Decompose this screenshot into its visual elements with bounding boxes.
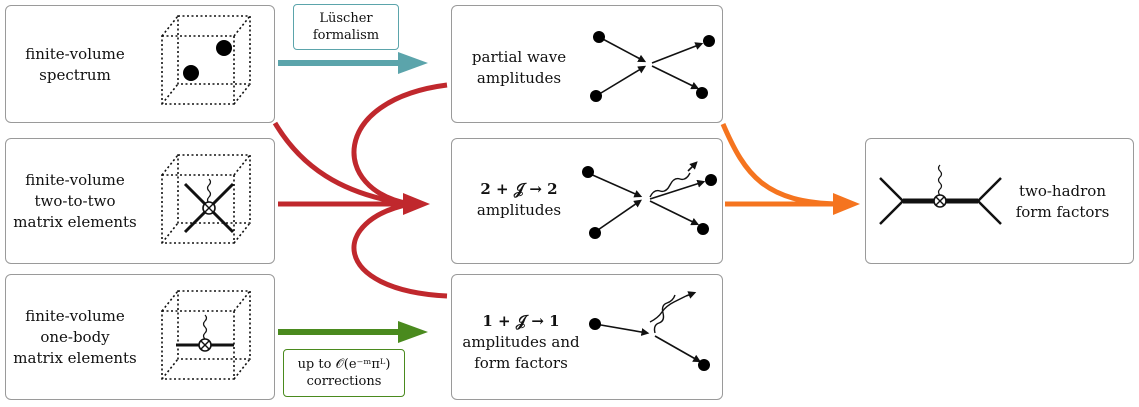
label-one-j-one: 1 + 𝒥 → 1 amplitudes and form factors — [462, 311, 580, 372]
red-arrows — [272, 82, 448, 299]
cube-icon — [161, 15, 251, 105]
box-two-j-two — [451, 138, 723, 264]
scattering-current-diagram-icon — [587, 161, 706, 233]
one-body-vertex-icon — [176, 314, 234, 352]
particle-dots — [582, 166, 717, 239]
vertex-diagram-icon — [594, 291, 702, 363]
label-two-j-two: 2 + 𝒥 → 2 amplitudes — [476, 180, 562, 219]
particle-dots — [589, 318, 710, 371]
tag-corrections: up to 𝒪(e⁻ᵐπᴸ) corrections — [283, 349, 405, 397]
label-two-hadron: two-hadron form factors — [1015, 182, 1110, 221]
two-to-two-vertex-icon — [183, 178, 235, 234]
label-partial-wave: partial wave amplitudes — [471, 48, 567, 87]
orange-arrow — [720, 123, 860, 215]
cube-icon — [161, 290, 251, 380]
green-arrow — [278, 321, 428, 343]
cube-icon — [161, 154, 251, 244]
label-fv-one-body: finite-volume one-body matrix elements — [13, 306, 137, 367]
particle-dots — [590, 31, 715, 102]
box-one-j-one — [451, 274, 723, 400]
tag-luscher-formalism: Lüscher formalism — [293, 4, 399, 50]
scattering-diagram-icon — [595, 36, 704, 97]
label-fv-spectrum: finite-volume spectrum — [25, 45, 125, 84]
form-factor-diagram-icon — [879, 164, 1002, 225]
particle-dot — [183, 65, 199, 81]
teal-arrow — [278, 52, 428, 74]
box-partial-wave — [451, 5, 723, 123]
particle-dot — [216, 40, 232, 56]
label-fv-two-to-two: finite-volume two-to-two matrix elements — [13, 170, 137, 231]
